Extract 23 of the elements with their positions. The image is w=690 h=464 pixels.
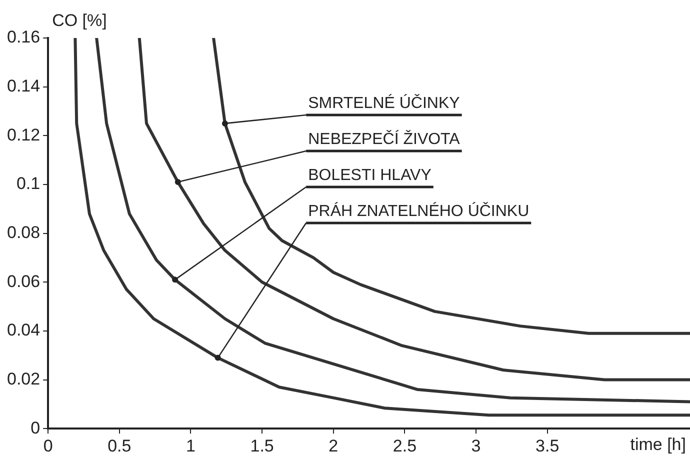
y-tick-label: 0.16: [6, 28, 40, 47]
x-axis-title: time [h]: [630, 434, 686, 454]
x-tick-label: 1: [186, 436, 196, 456]
annotation: NEBEZPEČÍ ŽIVOTA: [308, 130, 460, 148]
y-tick-label: 0.12: [6, 125, 40, 144]
x-tick-label: 3.5: [536, 436, 560, 456]
y-axis-title: CO [%]: [52, 11, 107, 30]
y-tick-label: 0.08: [6, 222, 40, 242]
y-tick-label: 0.14: [6, 76, 40, 96]
y-tick-label: 0: [30, 418, 40, 438]
y-tick-label: 0.1: [16, 174, 40, 194]
x-tick-label: 2.5: [392, 436, 417, 456]
x-tick-label: 1.5: [250, 436, 274, 456]
x-tick-label: 3: [471, 436, 481, 456]
annotation: SMRTELNÉ ÚČINKY: [308, 94, 460, 112]
y-tick-label: 0.06: [6, 272, 40, 291]
y-tick-label: 0.02: [6, 369, 40, 388]
x-tick-label: 0.5: [108, 436, 132, 456]
annotation: BOLESTI HLAVY: [308, 167, 432, 184]
x-tick-label: 0: [43, 436, 53, 456]
annotation: PRÁH ZNATELNÉHO ÚČINKU: [308, 202, 530, 220]
x-tick-label: 2: [328, 436, 338, 456]
y-tick-label: 0.04: [6, 320, 40, 340]
